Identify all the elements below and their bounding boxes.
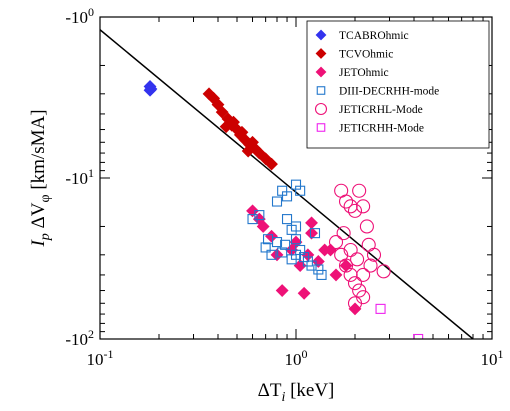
data-point [270,248,284,262]
data-point [266,249,277,260]
data-point [338,258,354,273]
data-point [359,219,374,234]
series-JETICRHH-Mode [375,303,424,339]
y-tick-label: -100 [65,5,94,27]
series-JETICRHL-Mode [328,183,391,311]
data-point [352,183,367,198]
data-point [241,144,255,158]
data-point [347,276,363,291]
data-point [343,242,358,258]
data-point [313,264,324,275]
data-point [356,199,371,214]
fit-line [100,29,474,339]
series-TCABROhmic [143,80,158,97]
data-point [271,237,283,248]
legend-marker [315,66,327,78]
legend-marker [315,29,327,41]
data-point [336,226,351,241]
legend-box [306,20,490,149]
plot-area [100,29,474,339]
data-point [295,185,306,196]
legend-label: TCABROhmic [339,30,409,42]
data-point [338,194,354,209]
data-point [260,242,271,253]
data-point [306,260,317,271]
data-point [290,234,302,245]
data-point [305,226,318,240]
data-point [275,284,289,297]
y-axis-title: Ip ΔVφ [km/sMA] [28,109,53,247]
legend-marker [314,102,328,116]
legend-item: TCVOhmic [315,48,393,61]
y-tick-label: -102 [65,327,94,349]
legend-label: JETOhmic [339,67,389,79]
data-point [281,214,293,225]
data-point [413,333,424,339]
legend: TCABROhmic TCVOhmic JETOhmic DIII-DECRHH-mo… [306,20,490,149]
legend-marker [316,123,326,132]
series-TCVOhmic [202,87,278,171]
data-point [286,254,297,265]
data-point [235,125,249,139]
legend-label: DIII-DECRHH-mode [339,86,439,98]
data-point [227,115,240,129]
data-point [271,196,283,207]
legend-item: TCABROhmic [315,29,409,42]
data-point [265,229,278,243]
data-point [363,258,378,273]
x-tick-label: 101 [481,347,504,369]
data-point [376,264,391,279]
legend-marker [315,48,327,59]
x-axis-title: ΔTi [keV] [258,380,335,405]
legend-item: JETICRHH-Mode [316,123,424,135]
data-point [309,228,321,239]
data-point [295,244,306,256]
plot-frame [99,16,493,340]
data-point [247,214,258,225]
data-point [350,252,365,267]
data-point [316,269,327,280]
series-layer [143,80,424,339]
data-point [219,120,233,134]
data-point [356,267,371,282]
data-point [329,268,343,282]
legend-item: JETOhmic [315,66,389,79]
legend-label: JETICRHL-Mode [339,104,423,116]
data-point [215,105,229,119]
data-point [290,221,302,232]
data-point [144,82,158,96]
data-point [277,247,288,258]
legend-item: DIII-DECRHH-mode [316,86,439,98]
data-point [361,237,376,252]
tick-labels: 10-1 100 101 -100 -101 -102 [65,5,503,369]
data-point [347,296,363,311]
y-tick-label: -101 [65,166,94,188]
data-point [328,235,344,250]
data-point [246,204,259,218]
legend-label: TCVOhmic [339,49,393,61]
data-point [265,157,278,171]
data-point [348,302,362,316]
x-tick-label: 10-1 [87,347,114,369]
data-point [280,239,291,250]
data-point [352,283,367,298]
legend-marker [316,86,326,95]
data-point [281,191,293,202]
x-tick-label: 100 [285,347,308,369]
data-point [375,303,386,314]
legend-item: JETICRHL-Mode [314,102,423,116]
data-point [347,203,363,218]
legend-label: JETICRHH-Mode [339,123,424,135]
data-point [246,135,259,149]
data-point [297,286,311,300]
series-DIII-DECRHH-mode [247,179,327,280]
data-point [366,247,382,262]
